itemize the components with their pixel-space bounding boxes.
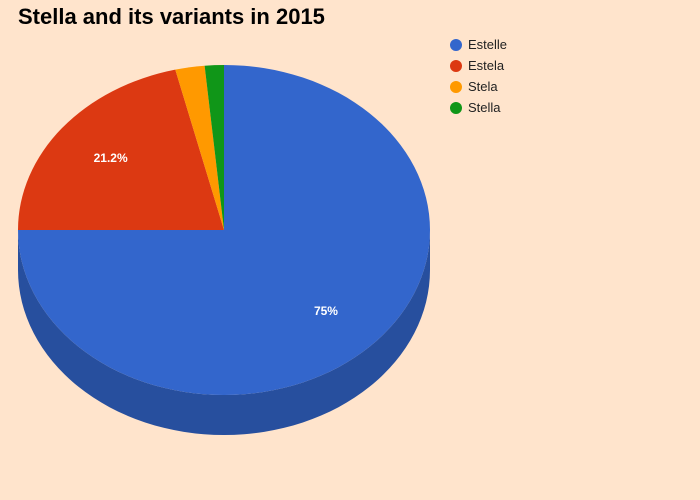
pie-slice-stella[interactable] [204, 65, 224, 230]
legend-swatch-estelle [450, 38, 462, 51]
pie-labels: 75% 21.2% [94, 151, 339, 318]
legend-label-estelle: Estelle [468, 37, 508, 52]
pie-side-walls [18, 230, 430, 435]
legend-swatch-estela [450, 59, 462, 72]
pie-slices [18, 65, 430, 395]
pie-slice-stela[interactable] [175, 65, 224, 231]
legend-item-stela[interactable]: Stela [450, 76, 507, 97]
legend-swatch-stella [450, 101, 462, 114]
chart-title: Stella and its variants in 2015 [18, 4, 325, 29]
legend: Estelle Estela Stela Stella [450, 34, 507, 118]
pie-side-estelle [18, 230, 430, 435]
pie-slice-estela[interactable] [18, 69, 224, 231]
legend-item-stella[interactable]: Stella [450, 97, 507, 118]
legend-label-stella: Stella [468, 100, 501, 115]
legend-swatch-stela [450, 80, 462, 93]
slice-label-estelle: 75% [314, 304, 338, 318]
legend-item-estelle[interactable]: Estelle [450, 34, 507, 55]
legend-label-stela: Stela [468, 79, 498, 94]
slice-label-estela: 21.2% [94, 151, 128, 165]
legend-item-estela[interactable]: Estela [450, 55, 507, 76]
legend-label-estela: Estela [468, 58, 505, 73]
